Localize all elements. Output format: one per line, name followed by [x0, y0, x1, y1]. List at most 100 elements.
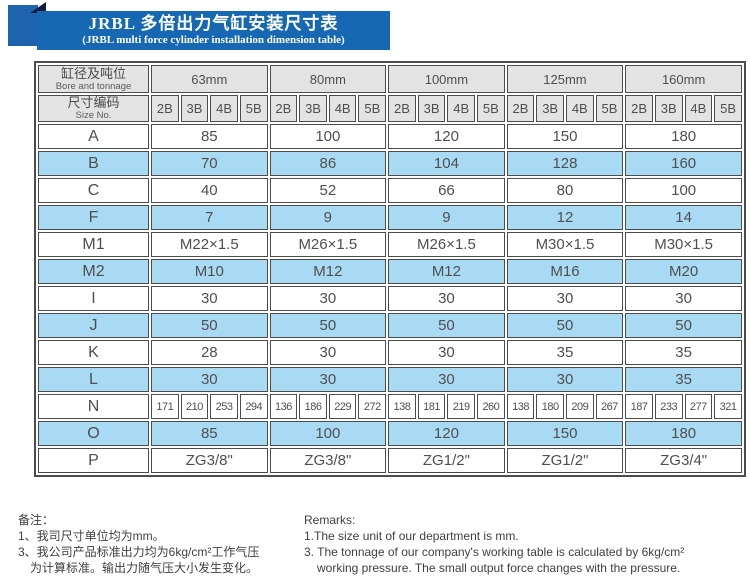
size-code-cell: 5B: [714, 95, 742, 122]
size-code-cell: 2B: [269, 95, 298, 122]
value-cell: 260: [477, 394, 505, 419]
row-C: C 40 52 66 80 100: [38, 178, 742, 203]
value-cell: 30: [506, 286, 624, 311]
value-cell: M30×1.5: [506, 232, 624, 257]
value-cell: 30: [388, 367, 505, 392]
corner-size-no: 尺寸编码 Size No.: [38, 95, 149, 122]
value-cell: M12: [388, 259, 505, 284]
notes-en-line2: 3. The tonnage of our company's working …: [304, 545, 685, 559]
corner-bore-tonnage: 缸径及吨位 Bore and tonnage: [38, 65, 149, 93]
size-code-cell: 3B: [180, 95, 209, 122]
notes-cn-line3: 为计算标准。输出力随气压大小发生变化。: [30, 561, 259, 575]
size-code-cell: 4B: [328, 95, 357, 122]
value-cell: 150: [506, 421, 624, 446]
value-cell: 128: [506, 151, 624, 176]
value-cell: 120: [388, 421, 505, 446]
value-cell: M26×1.5: [269, 232, 387, 257]
value-cell: M22×1.5: [151, 232, 268, 257]
value-cell: 40: [151, 178, 268, 203]
size-code-cell: 5B: [358, 95, 387, 122]
notes-chinese: 备注： 1、我司尺寸单位均为mm。 3、我公司产品标准出力均为6kg/cm²工作…: [18, 512, 304, 576]
row-label: M2: [38, 259, 149, 284]
notes-cn-title: 备注：: [18, 513, 55, 527]
size-code-cell: 4B: [447, 95, 476, 122]
value-cell: 180: [625, 421, 742, 446]
value-cell: 219: [447, 394, 476, 419]
value-cell: 50: [506, 313, 624, 338]
page-title: JRBL 多倍出力气缸安装尺寸表: [88, 14, 339, 33]
value-cell: 30: [388, 340, 505, 365]
row-label: L: [38, 367, 149, 392]
value-cell: 160: [625, 151, 742, 176]
notes-english: Remarks: 1.The size unit of our departme…: [304, 512, 742, 576]
value-cell: 229: [328, 394, 357, 419]
value-cell: 66: [388, 178, 505, 203]
value-cell: 35: [625, 367, 742, 392]
value-cell: 30: [269, 367, 387, 392]
value-cell: ZG3/4": [625, 448, 742, 473]
value-cell: M12: [269, 259, 387, 284]
value-cell: 30: [625, 286, 742, 311]
value-cell: 50: [388, 313, 505, 338]
size-code-cell: 2B: [625, 95, 653, 122]
size-code-cell: 2B: [151, 95, 179, 122]
notes-cn-line1: 1、我司尺寸单位均为mm。: [18, 529, 165, 543]
size-code-cell: 4B: [210, 95, 238, 122]
row-L: L 30 30 30 30 35: [38, 367, 742, 392]
banner: JRBL 多倍出力气缸安装尺寸表 (JRBL multi force cylin…: [37, 11, 390, 50]
notes-en-line1: 1.The size unit of our department is mm.: [304, 529, 519, 543]
value-cell: 104: [388, 151, 505, 176]
decor-fold-triangle: [30, 2, 46, 13]
value-cell: 30: [269, 340, 387, 365]
size-code-cell: 5B: [239, 95, 268, 122]
value-cell: 233: [654, 394, 683, 419]
row-B: B 70 86 104 128 160: [38, 151, 742, 176]
notes-cn-line2: 3、我公司产品标准出力均为6kg/cm²工作气压: [18, 545, 260, 559]
footnotes: 备注： 1、我司尺寸单位均为mm。 3、我公司产品标准出力均为6kg/cm²工作…: [18, 512, 742, 576]
value-cell: 86: [269, 151, 387, 176]
value-cell: M10: [151, 259, 268, 284]
size-code-cell: 4B: [565, 95, 594, 122]
value-cell: 253: [210, 394, 238, 419]
row-M1: M1 M22×1.5 M26×1.5 M26×1.5 M30×1.5 M30×1.5: [38, 232, 742, 257]
row-M2: M2 M10 M12 M12 M16 M20: [38, 259, 742, 284]
value-cell: 35: [506, 340, 624, 365]
notes-en-title: Remarks:: [304, 513, 356, 527]
value-cell: 180: [536, 394, 564, 419]
size-code-cell: 3B: [299, 95, 327, 122]
value-cell: 30: [269, 286, 387, 311]
value-cell: 294: [239, 394, 268, 419]
value-cell: 171: [151, 394, 179, 419]
title-banner: JRBL 多倍出力气缸安装尺寸表 (JRBL multi force cylin…: [0, 0, 750, 58]
row-label: F: [38, 205, 149, 230]
row-label: K: [38, 340, 149, 365]
value-cell: 35: [625, 340, 742, 365]
dimension-table-wrap: 缸径及吨位 Bore and tonnage 63mm 80mm 100mm 125mm 1…: [34, 61, 746, 477]
value-cell: 9: [269, 205, 387, 230]
value-cell: 138: [388, 394, 416, 419]
size-code-cell: 3B: [417, 95, 446, 122]
value-cell: 85: [151, 421, 268, 446]
value-cell: 80: [506, 178, 624, 203]
value-cell: 70: [151, 151, 268, 176]
value-cell: ZG1/2": [506, 448, 624, 473]
size-code-cell: 3B: [654, 95, 683, 122]
bore-header-cell: 80mm: [269, 65, 387, 93]
value-cell: 136: [269, 394, 298, 419]
value-cell: 85: [151, 124, 268, 149]
value-cell: ZG1/2": [388, 448, 505, 473]
row-J: J 50 50 50 50 50: [38, 313, 742, 338]
value-cell: 321: [714, 394, 742, 419]
size-code-cell: 2B: [506, 95, 535, 122]
notes-en-line3: working pressure. The small output force…: [317, 561, 681, 575]
value-cell: 9: [388, 205, 505, 230]
row-F: F 7 9 9 12 14: [38, 205, 742, 230]
row-label: I: [38, 286, 149, 311]
row-label: P: [38, 448, 149, 473]
value-cell: 28: [151, 340, 268, 365]
bore-header-cell: 160mm: [625, 65, 742, 93]
row-label: J: [38, 313, 149, 338]
value-cell: M16: [506, 259, 624, 284]
value-cell: 210: [180, 394, 209, 419]
